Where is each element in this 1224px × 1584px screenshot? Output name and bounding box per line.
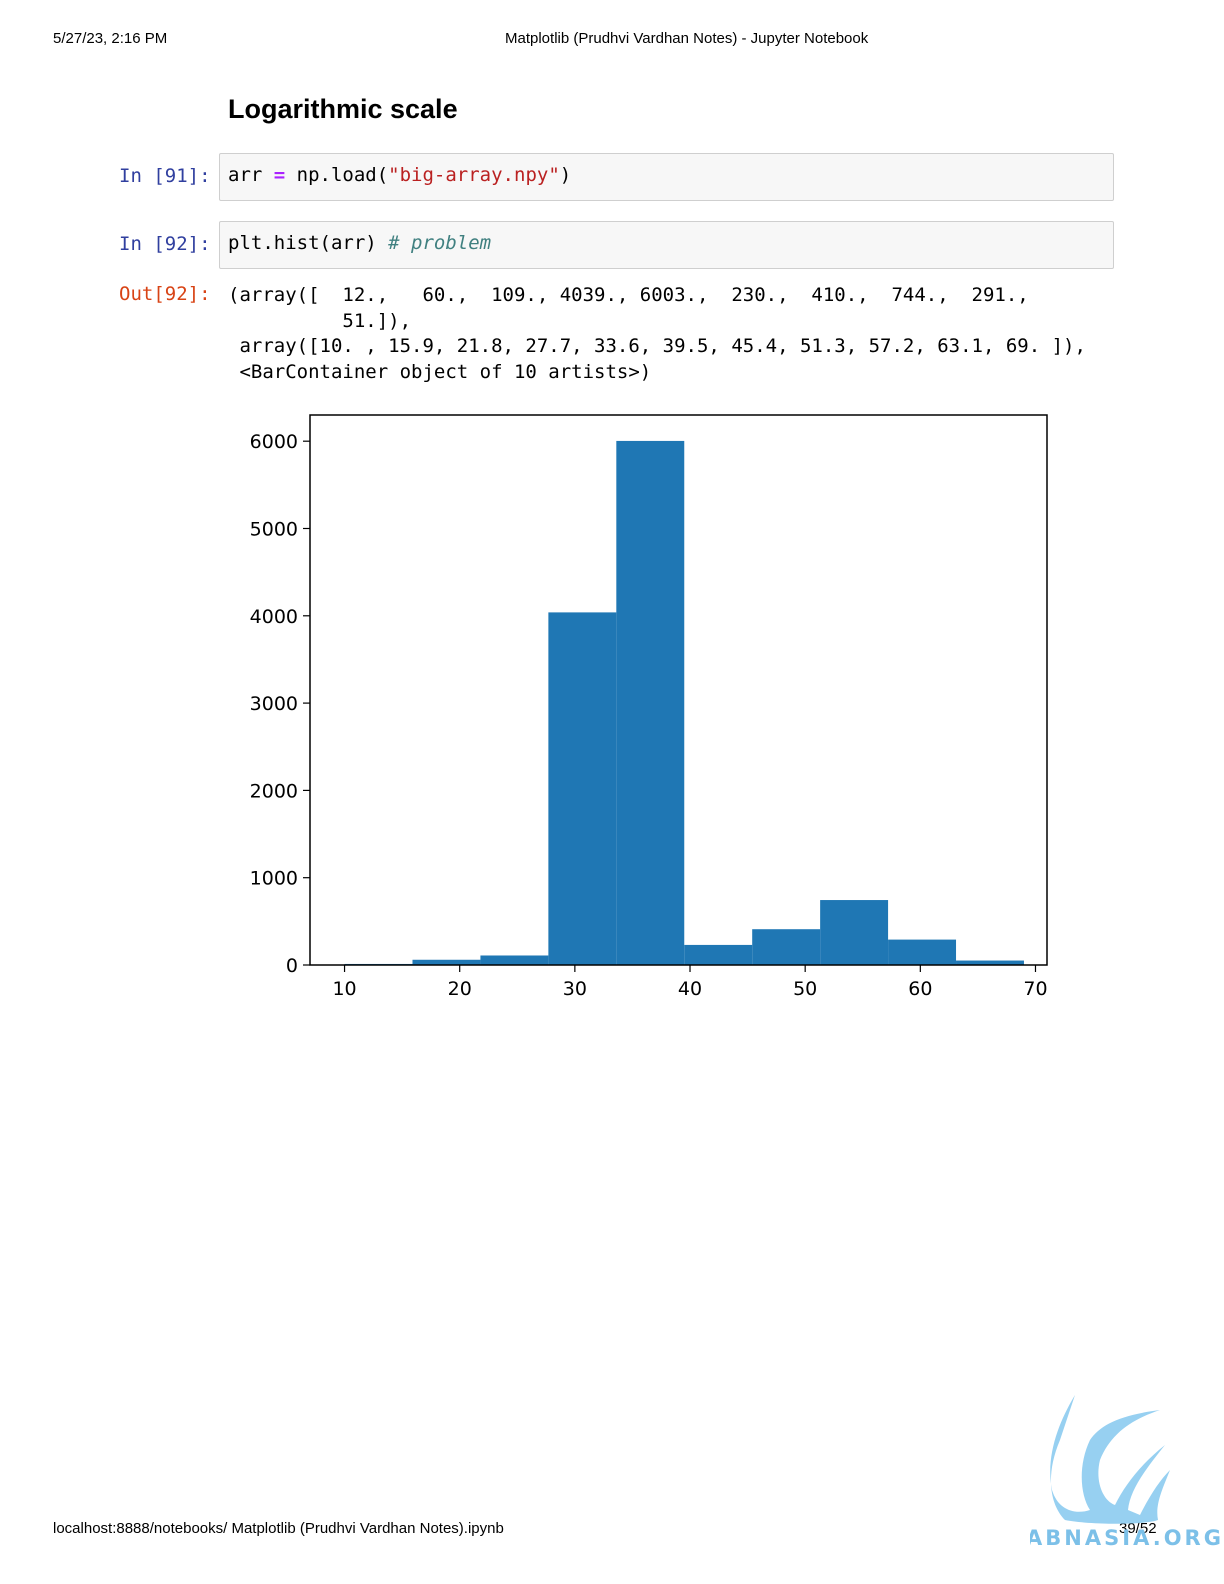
code-string: "big-array.npy" (388, 164, 560, 186)
y-tick-label: 6000 (250, 431, 298, 453)
input-prompt-91: In [91]: (119, 165, 211, 187)
output-prompt-92: Out[92]: (119, 283, 211, 305)
code-comment: # problem (388, 232, 492, 254)
plot-frame (309, 414, 1048, 966)
x-tick-label: 40 (678, 978, 702, 1000)
code-cell-91[interactable]: arr = np.load("big-array.npy") (219, 153, 1114, 201)
output-line: (array([ 12., 60., 109., 4039., 6003., 2… (228, 284, 1029, 306)
histogram-bar (752, 929, 821, 965)
watermark-logo: ABNASIA.ORG (1030, 1395, 1220, 1550)
histogram-bar (480, 955, 549, 965)
y-tick-label: 1000 (250, 868, 298, 890)
histogram-bar (616, 440, 685, 965)
print-page-number: 39/52 (1119, 1520, 1157, 1537)
x-tick-label: 50 (793, 978, 817, 1000)
output-line: <BarContainer object of 10 artists>) (228, 360, 652, 383)
code-operator: = (273, 164, 286, 186)
code-line: plt.hist(arr) # problem (228, 232, 491, 254)
histogram-bar (820, 900, 889, 965)
output-line: array([10. , 15.9, 21.8, 27.7, 33.6, 39.… (228, 335, 1086, 357)
print-footer-url: localhost:8888/notebooks/ Matplotlib (Pr… (53, 1520, 504, 1537)
input-prompt-92: In [92]: (119, 233, 211, 255)
histogram-bar (684, 944, 753, 965)
histogram-bar (412, 959, 481, 965)
x-tick-label: 10 (332, 978, 356, 1000)
y-tick-label: 3000 (250, 693, 298, 715)
y-tick-label: 0 (286, 955, 298, 977)
watermark-text: ABNASIA.ORG (1030, 1526, 1220, 1550)
code-token: plt.hist(arr) (228, 232, 389, 254)
output-line: 51.]), (228, 309, 412, 332)
code-token: np.load( (285, 164, 389, 186)
histogram-bar (956, 960, 1024, 965)
section-heading: Logarithmic scale (228, 94, 458, 124)
x-tick-label: 30 (563, 978, 587, 1000)
code-token: arr (228, 164, 274, 186)
histogram-bar (888, 939, 957, 965)
print-datetime: 5/27/23, 2:16 PM (53, 30, 168, 47)
x-tick-label: 60 (908, 978, 932, 1000)
code-token: ) (559, 164, 572, 186)
y-tick-label: 5000 (250, 518, 298, 540)
print-page-title: Matplotlib (Prudhvi Vardhan Notes) - Jup… (505, 30, 869, 47)
code-cell-92[interactable]: plt.hist(arr) # problem (219, 221, 1114, 269)
y-tick-label: 2000 (250, 780, 298, 802)
x-tick-label: 20 (448, 978, 472, 1000)
y-tick-label: 4000 (250, 606, 298, 628)
x-tick-label: 70 (1023, 978, 1047, 1000)
histogram-chart: 10 20 30 40 50 60 70 0 1000 2000 3000 4000 5000 6000 (250, 414, 1048, 1000)
code-line: arr = np.load("big-array.npy") (228, 164, 571, 186)
output-text: (array([ 12., 60., 109., 4039., 6003., 2… (228, 283, 1086, 385)
histogram-bar (548, 612, 617, 965)
